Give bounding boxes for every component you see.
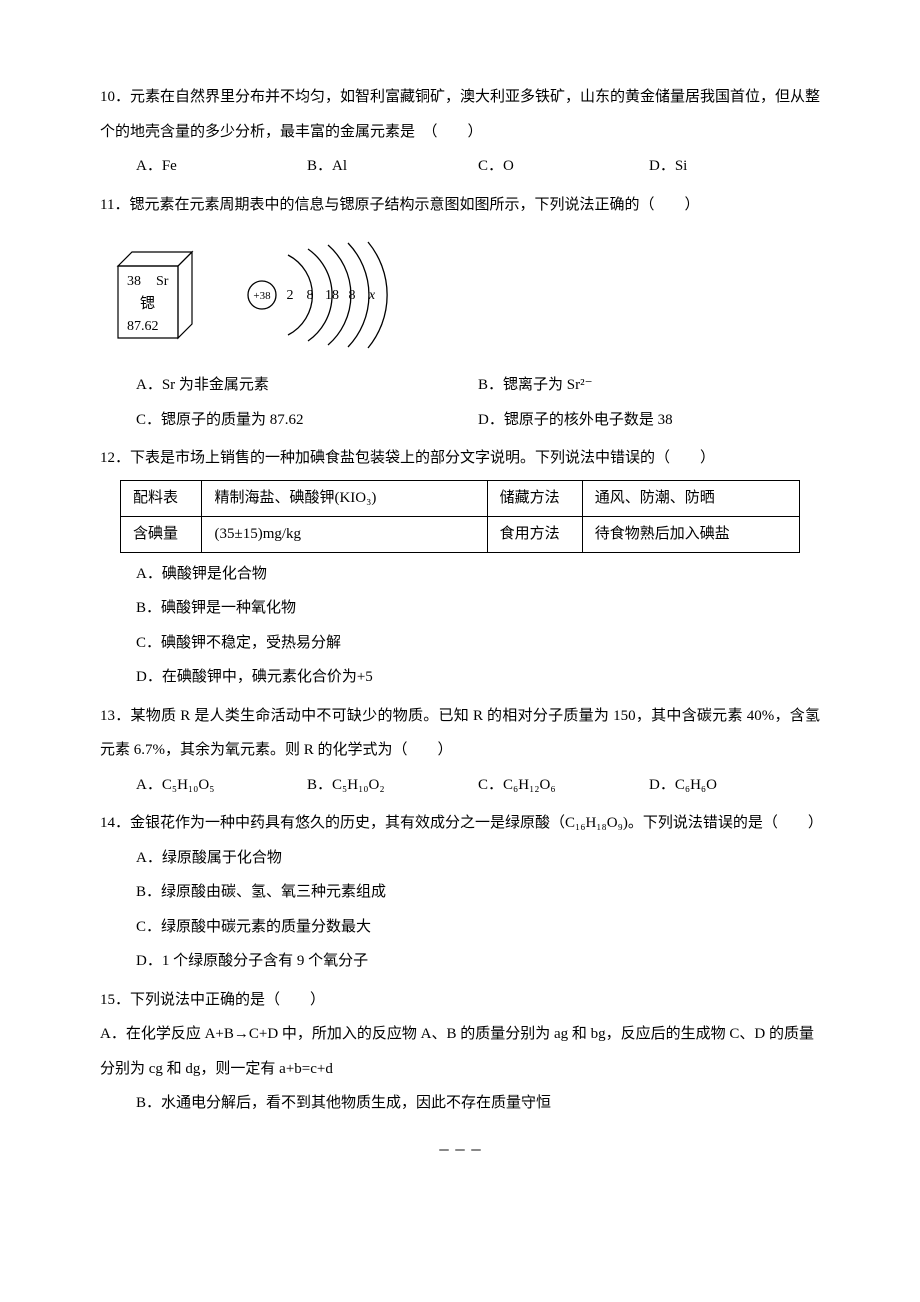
question-11-diagram: 38 Sr 锶 87.62 +38 2 8 18 8 x xyxy=(110,240,820,350)
shell-3: 18 xyxy=(325,288,339,303)
question-12: 12．下表是市场上销售的一种加碘食盐包装袋上的部分文字说明。下列说法中错误的（ … xyxy=(100,441,820,695)
option-d: D．在碘酸钾中，碘元素化合价为+5 xyxy=(136,660,820,695)
atom-shells-icon: +38 2 8 18 8 x xyxy=(240,240,400,350)
table-row: 配料表 精制海盐、碘酸钾(KIO₃) 储藏方法 通风、防潮、防晒 xyxy=(121,480,800,516)
cube-name: 锶 xyxy=(140,295,155,312)
option-d: D．Si xyxy=(649,149,820,184)
cube-symbol: Sr xyxy=(156,274,169,289)
question-11: 11．锶元素在元素周期表中的信息与锶原子结构示意图如图所示，下列说法正确的（ ）… xyxy=(100,188,820,438)
question-12-table: 配料表 精制海盐、碘酸钾(KIO₃) 储藏方法 通风、防潮、防晒 含碘量 (35… xyxy=(120,480,800,553)
question-13-stem: 13．某物质 R 是人类生命活动中不可缺少的物质。已知 R 的相对分子质量为 1… xyxy=(100,699,820,768)
question-15: 15．下列说法中正确的是（ ） A．在化学反应 A+B→C+D 中，所加入的反应… xyxy=(100,983,820,1121)
cube-atomic-number: 38 xyxy=(127,274,141,289)
option-c: C．锶原子的质量为 87.62 xyxy=(136,403,478,438)
option-a: A．绿原酸属于化合物 xyxy=(136,841,820,876)
cell: 食用方法 xyxy=(487,516,582,552)
option-a: A．Sr 为非金属元素 xyxy=(136,368,478,403)
option-a: A．在化学反应 A+B→C+D 中，所加入的反应物 A、B 的质量分别为 ag … xyxy=(64,1026,814,1077)
shell-4: 8 xyxy=(349,288,356,303)
question-13: 13．某物质 R 是人类生命活动中不可缺少的物质。已知 R 的相对分子质量为 1… xyxy=(100,699,820,803)
cell: 通风、防潮、防晒 xyxy=(582,480,799,516)
shell-1: 2 xyxy=(287,288,294,303)
question-11-stem: 11．锶元素在元素周期表中的信息与锶原子结构示意图如图所示，下列说法正确的（ ） xyxy=(100,188,820,223)
cell: 储藏方法 xyxy=(487,480,582,516)
question-14: 14．金银花作为一种中药具有悠久的历史，其有效成分之一是绿原酸（C₁₆H₁₈O₉… xyxy=(100,806,820,979)
option-c: C．C₆H₁₂O₆ xyxy=(478,768,649,803)
nucleus-label: +38 xyxy=(253,290,271,302)
question-15-options: A．在化学反应 A+B→C+D 中，所加入的反应物 A、B 的质量分别为 ag … xyxy=(100,1017,820,1121)
option-c: C．O xyxy=(478,149,649,184)
cell: 精制海盐、碘酸钾(KIO₃) xyxy=(202,480,487,516)
question-10: 10．元素在自然界里分布并不均匀，如智利富藏铜矿，澳大利亚多铁矿，山东的黄金储量… xyxy=(100,80,820,184)
cell: (35±15)mg/kg xyxy=(202,516,487,552)
option-a: A．Fe xyxy=(136,149,307,184)
cube-mass: 87.62 xyxy=(127,319,159,334)
option-c: C．绿原酸中碳元素的质量分数最大 xyxy=(136,910,820,945)
option-b: B．水通电分解后，看不到其他物质生成，因此不存在质量守恒 xyxy=(136,1086,820,1121)
cell: 含碘量 xyxy=(121,516,202,552)
option-b: B．C₅H₁₀O₂ xyxy=(307,768,478,803)
question-15-stem: 15．下列说法中正确的是（ ） xyxy=(100,983,820,1018)
cell: 待食物熟后加入碘盐 xyxy=(582,516,799,552)
option-c: C．碘酸钾不稳定，受热易分解 xyxy=(136,626,820,661)
option-a: A．碘酸钾是化合物 xyxy=(136,557,820,592)
option-b: B．碘酸钾是一种氧化物 xyxy=(136,591,820,626)
page-indicator-icon xyxy=(100,1149,820,1151)
question-12-options: A．碘酸钾是化合物 B．碘酸钾是一种氧化物 C．碘酸钾不稳定，受热易分解 D．在… xyxy=(100,557,820,695)
option-d: D．1 个绿原酸分子含有 9 个氧分子 xyxy=(136,944,820,979)
table-row: 含碘量 (35±15)mg/kg 食用方法 待食物熟后加入碘盐 xyxy=(121,516,800,552)
option-a: A．C₅H₁₀O₅ xyxy=(136,768,307,803)
shell-2: 8 xyxy=(307,288,314,303)
shell-5: x xyxy=(368,288,376,303)
option-b: B．锶离子为 Sr²⁻ xyxy=(478,368,820,403)
element-cube-icon: 38 Sr 锶 87.62 xyxy=(110,248,200,343)
question-13-options: A．C₅H₁₀O₅ B．C₅H₁₀O₂ C．C₆H₁₂O₆ D．C₆H₆O xyxy=(100,768,820,803)
question-14-stem: 14．金银花作为一种中药具有悠久的历史，其有效成分之一是绿原酸（C₁₆H₁₈O₉… xyxy=(100,806,820,841)
question-11-options-row2: C．锶原子的质量为 87.62 D．锶原子的核外电子数是 38 xyxy=(100,403,820,438)
question-11-options-row1: A．Sr 为非金属元素 B．锶离子为 Sr²⁻ xyxy=(100,368,820,403)
question-10-stem: 10．元素在自然界里分布并不均匀，如智利富藏铜矿，澳大利亚多铁矿，山东的黄金储量… xyxy=(100,80,820,149)
option-d: D．锶原子的核外电子数是 38 xyxy=(478,403,820,438)
option-b: B．Al xyxy=(307,149,478,184)
question-14-options: A．绿原酸属于化合物 B．绿原酸由碳、氢、氧三种元素组成 C．绿原酸中碳元素的质… xyxy=(100,841,820,979)
option-d: D．C₆H₆O xyxy=(649,768,820,803)
question-10-options: A．Fe B．Al C．O D．Si xyxy=(100,149,820,184)
option-b: B．绿原酸由碳、氢、氧三种元素组成 xyxy=(136,875,820,910)
cell: 配料表 xyxy=(121,480,202,516)
question-12-stem: 12．下表是市场上销售的一种加碘食盐包装袋上的部分文字说明。下列说法中错误的（ … xyxy=(100,441,820,476)
